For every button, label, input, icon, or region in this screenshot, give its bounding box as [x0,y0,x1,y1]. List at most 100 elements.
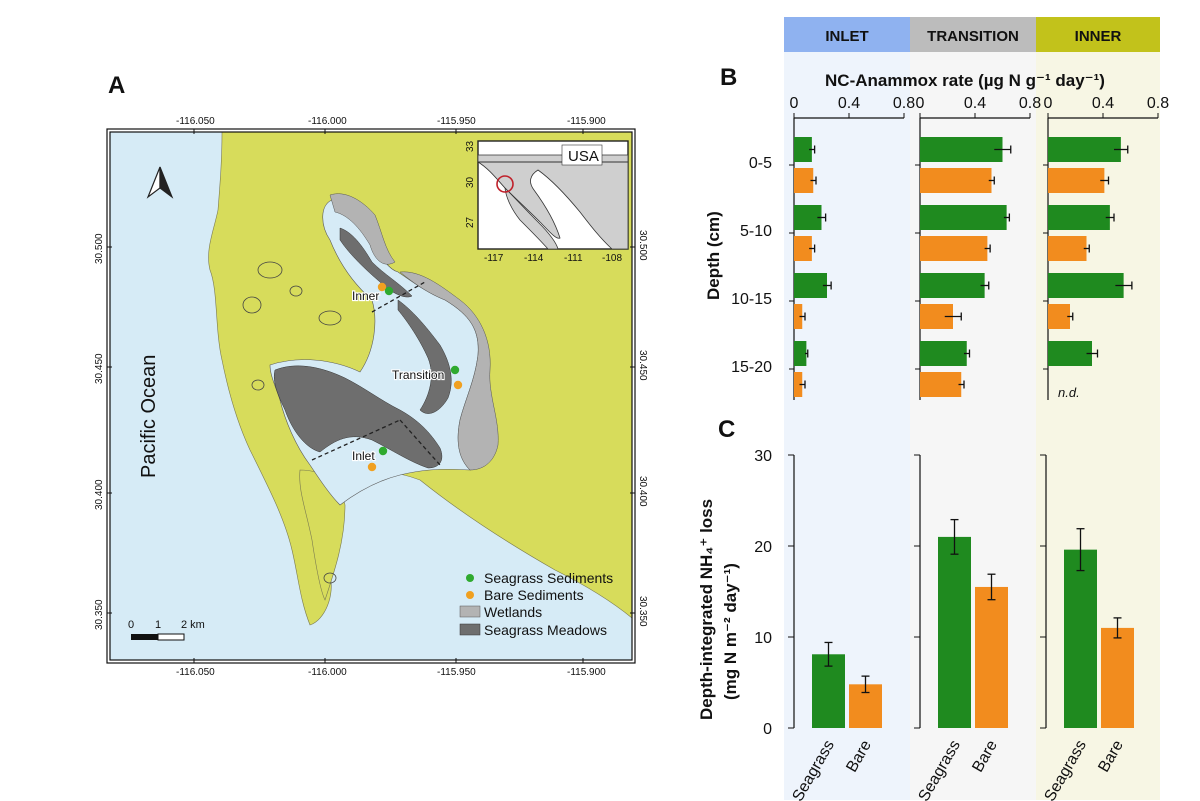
chart-b-bar-seagrass-inlet-0 [794,137,812,162]
region-header-inner [1036,17,1160,52]
inset-xtick-0: -117 [484,253,504,264]
lat-left-3: 30.350 [94,599,105,630]
chart-b-xtick-1-2: 0.8 [1019,95,1041,112]
chart-b-xtick-0-2: 0.8 [893,95,915,112]
inset-peninsula [504,186,559,250]
inset-map: USA -117 -114 -111 -108 33 30 27 [465,140,629,264]
chart-b-bar-seagrass-inlet-3 [794,341,807,366]
map-meadow-channel [397,299,452,414]
site-inlet-bare [367,462,377,472]
lon-top-3: -115.900 [567,116,606,127]
chart-c-bar-bare-transition [975,586,1008,728]
lon-bottom-3: -115.900 [567,667,606,678]
chart-b-category-0: 0-5 [749,155,772,172]
inset-xtick-3: -108 [602,253,622,264]
site-label-inner: Inner [352,289,379,303]
map-wetlands-2 [329,193,396,265]
chart-c-ytick-3: 30 [754,448,772,465]
map-meadow-main [274,365,443,469]
lat-right-0: 30.500 [637,230,648,261]
chart-b-bar-seagrass-transition-3 [920,341,967,366]
inset-study-site [496,175,514,193]
chart-b-title: NC-Anammox rate (µg N g⁻¹ day⁻¹) [825,71,1105,90]
lon-top-0: -116.050 [176,116,215,127]
lon-bottom-0: -116.050 [176,667,215,678]
chart-b-bar-bare-transition-1 [920,236,988,261]
scale-2: 2 km [181,619,205,631]
chart-b-bar-bare-inlet-0 [794,168,814,193]
map-legend: Seagrass Sediments Bare Sediments Wetlan… [459,570,613,638]
map-contours [242,261,342,584]
region-bg-inner [1036,52,1160,800]
region-bg-inlet [784,52,910,800]
chart-b-category-3: 15-20 [731,359,772,376]
chart-b-ylabel: Depth (cm) [704,211,723,300]
chart-b-bar-seagrass-inner-0 [1048,137,1121,162]
map-wetlands [399,271,499,471]
site-inner-bare [377,282,387,292]
north-arrow-icon [146,166,174,199]
map: Inner Transition Inlet Pacific Ocean 0 1… [94,116,648,678]
lon-bottom-1: -116.000 [308,667,347,678]
inset-ytick-1: 30 [465,176,476,188]
inset-ytick-0: 33 [465,140,476,152]
chart-b-bar-bare-inner-0 [1048,168,1105,193]
legend-meadows: Seagrass Meadows [484,622,607,638]
zone-divider-3 [399,419,441,466]
chart-b-category-2: 10-15 [731,291,772,308]
inset-xtick-2: -111 [564,253,583,264]
inset-xtick-1: -114 [524,253,544,264]
chart-b-bar-bare-inlet-2 [794,304,803,329]
chart-b-xtick-0-0: 0 [790,95,799,112]
site-inlet-seagrass [378,446,388,456]
panel-label-a: A [108,72,125,99]
inset-country: USA [568,148,599,165]
scale-1: 1 [155,619,161,631]
site-inner-seagrass [384,286,394,296]
chart-b-bar-bare-inlet-3 [794,372,803,397]
chart-b-bar-bare-inner-2 [1048,304,1070,329]
chart-b-bar-seagrass-transition-0 [920,137,1003,162]
lat-left-2: 30.400 [94,479,105,510]
chart-b-xtick-2-1: 0.4 [1092,95,1114,112]
region-header-label-inlet: INLET [825,28,868,45]
site-transition-seagrass [450,365,460,375]
charts: INLET TRANSITION INNER NC-Anammox rate (µg … [697,17,1169,801]
chart-b-bar-seagrass-transition-1 [920,205,1007,230]
chart-b-bar-bare-inlet-1 [794,236,812,261]
region-header-label-inner: INNER [1075,28,1122,45]
legend-wetlands: Wetlands [484,604,542,620]
chart-b-bar-bare-transition-3 [920,372,962,397]
region-header-inlet [784,17,910,52]
chart-c-ytick-0: 0 [763,721,772,738]
site-transition-bare [453,380,463,390]
ocean-label: Pacific Ocean [138,355,160,478]
chart-c-ytick-1: 10 [754,630,772,647]
chart-c-bar-bare-inner [1101,627,1134,728]
chart-c-ylabel: Depth-integrated NH₄⁺ loss [697,499,716,720]
lat-right-2: 30.400 [637,476,648,507]
lon-top-1: -116.000 [308,116,347,127]
chart-b-bar-seagrass-inlet-1 [794,205,822,230]
legend-meadows-swatch [459,623,481,636]
scale-0: 0 [128,619,134,631]
chart-b-bar-bare-transition-0 [920,168,992,193]
lon-top-2: -115.950 [437,116,476,127]
chart-b-xtick-2-2: 0.8 [1147,95,1169,112]
region-bg-transition [910,52,1036,800]
map-meadow-inner [339,227,413,298]
panel-label-c: C [718,416,735,443]
panel-label-b: B [720,64,737,91]
inset-ytick-2: 27 [465,216,476,228]
chart-b-xtick-2-0: 0 [1044,95,1053,112]
chart-b-bar-seagrass-inner-1 [1048,205,1110,230]
lat-left-1: 30.450 [94,353,105,384]
map-frame-inner [109,131,633,661]
chart-b-bar-seagrass-inner-2 [1048,273,1124,298]
legend-wetlands-swatch [459,605,481,618]
region-header-transition [910,17,1036,52]
zone-divider-2 [311,419,401,461]
lat-left-0: 30.500 [94,233,105,264]
lon-bottom-2: -115.950 [437,667,476,678]
